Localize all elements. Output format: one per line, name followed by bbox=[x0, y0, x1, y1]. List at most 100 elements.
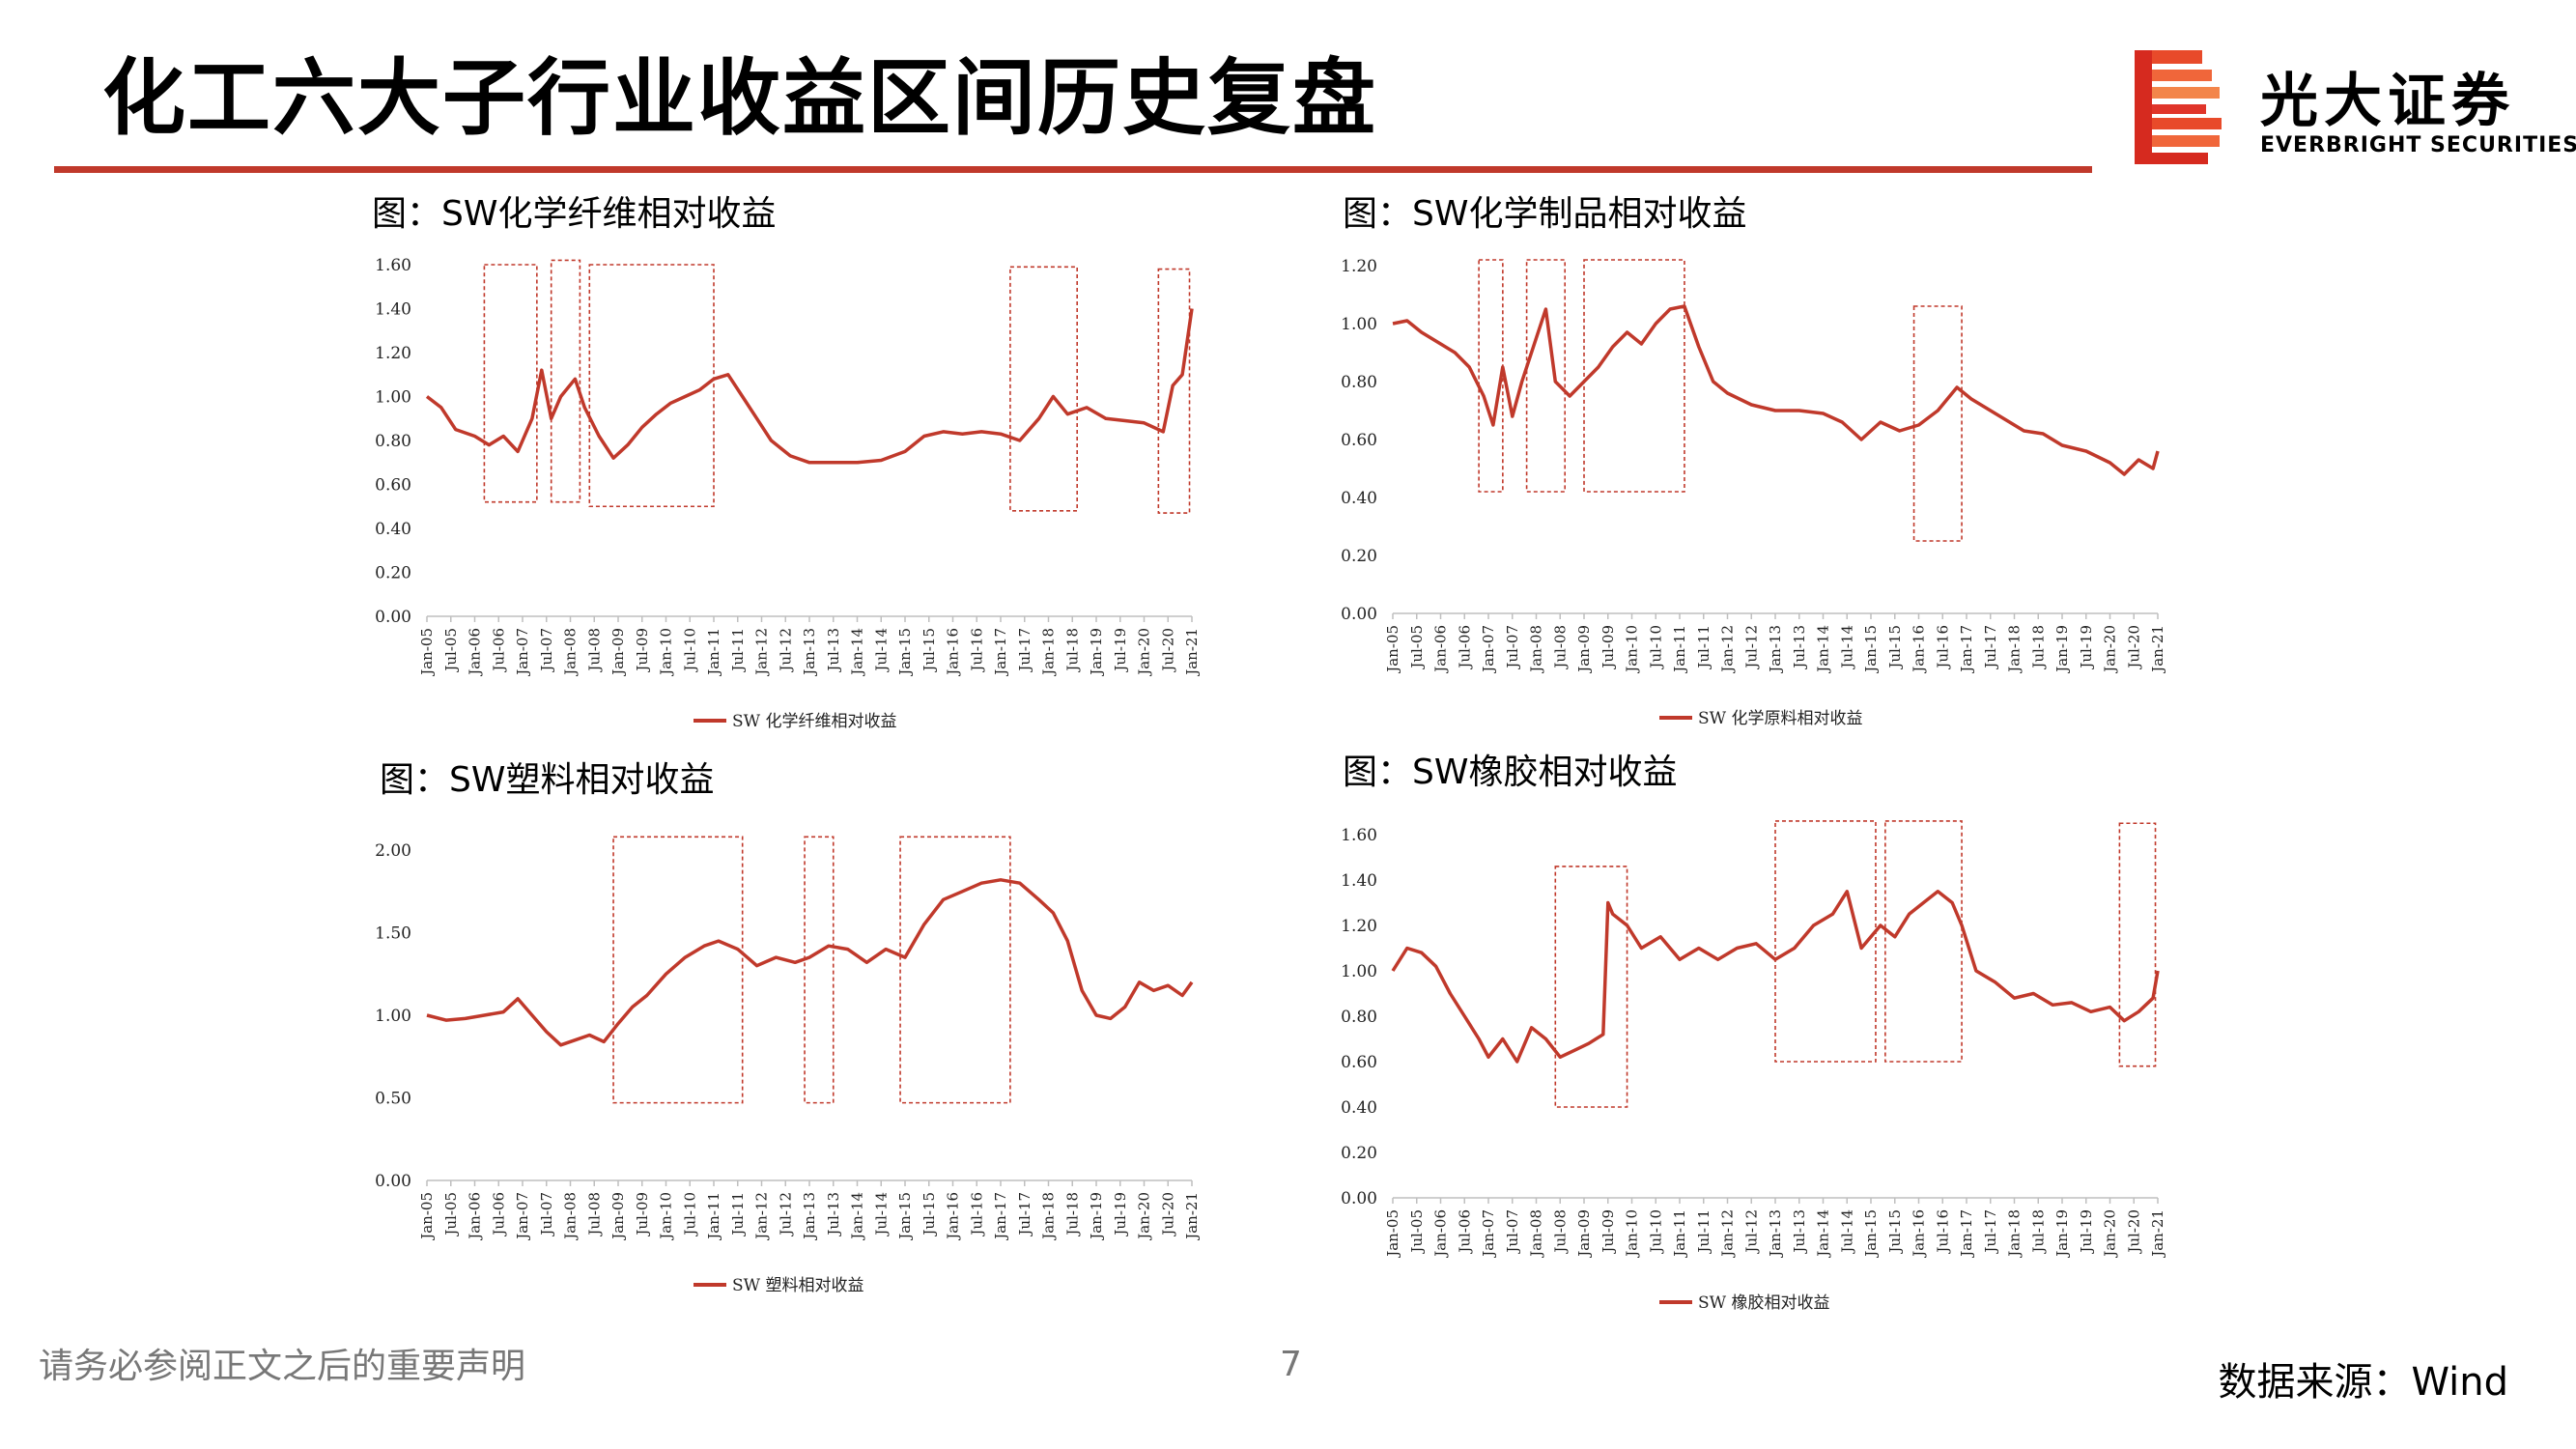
highlight-box bbox=[899, 836, 1011, 1104]
legend-label: SW 塑料相对收益 bbox=[732, 1276, 864, 1295]
x-tick-label: Jan-09 bbox=[609, 1192, 627, 1241]
x-tick-label: Jan-18 bbox=[1040, 1192, 1058, 1241]
x-tick-label: Jan-17 bbox=[1958, 625, 1975, 674]
x-tick-label: Jan-11 bbox=[1671, 625, 1688, 674]
y-tick-label: 0.40 bbox=[1341, 1098, 1377, 1118]
x-tick-label: Jul-11 bbox=[1695, 1209, 1713, 1255]
series-line bbox=[426, 878, 1194, 1047]
x-tick-label: Jul-17 bbox=[1016, 1192, 1033, 1237]
x-tick-label: Jul-12 bbox=[1742, 625, 1760, 670]
x-tick-label: Jan-09 bbox=[609, 628, 627, 677]
x-tick-label: Jan-20 bbox=[2102, 625, 2119, 674]
x-tick-label: Jan-11 bbox=[1671, 1209, 1688, 1259]
x-tick-label: Jul-15 bbox=[1886, 1209, 1904, 1255]
brand-name-en: EVERBRIGHT SECURITIES bbox=[2260, 133, 2576, 157]
x-tick-label: Jul-13 bbox=[1791, 1209, 1808, 1255]
x-tick-label: Jan-05 bbox=[1384, 1209, 1401, 1259]
x-tick-label: Jul-17 bbox=[1982, 1209, 1999, 1255]
x-tick-label: Jul-14 bbox=[1838, 625, 1855, 670]
x-tick-label: Jan-10 bbox=[1624, 625, 1641, 674]
x-tick-label: Jul-06 bbox=[1456, 1209, 1473, 1255]
x-tick-label: Jan-06 bbox=[467, 1192, 484, 1241]
x-tick-label: Jan-05 bbox=[418, 1192, 436, 1241]
x-tick-label: Jan-16 bbox=[1911, 1209, 1928, 1259]
highlight-box bbox=[1157, 268, 1191, 514]
x-tick-label: Jan-13 bbox=[801, 1192, 818, 1241]
x-tick-label: Jul-18 bbox=[2029, 1209, 2047, 1255]
x-tick-label: Jan-17 bbox=[992, 628, 1009, 677]
x-tick-label: Jul-17 bbox=[1016, 628, 1033, 673]
y-tick-label: 0.40 bbox=[375, 520, 411, 539]
y-tick-label: 0.60 bbox=[1341, 1053, 1377, 1072]
x-tick-label: Jul-07 bbox=[1504, 1209, 1521, 1255]
y-tick-label: 1.40 bbox=[375, 300, 411, 320]
x-tick-label: Jan-08 bbox=[562, 1192, 580, 1241]
x-tick-label: Jul-05 bbox=[442, 628, 460, 673]
everbright-logo-icon bbox=[2135, 50, 2222, 164]
x-tick-label: Jul-19 bbox=[1112, 628, 1129, 673]
highlight-box bbox=[1009, 266, 1079, 512]
chart-chemical-products: 0.00 0.20 0.40 0.60 0.80 1.00 1.20 Jan-05 Jul-05… bbox=[1341, 257, 2166, 728]
title-underline bbox=[54, 166, 2092, 173]
x-tick-label: Jul-14 bbox=[1838, 1209, 1855, 1255]
x-tick-label: Jul-07 bbox=[1504, 625, 1521, 670]
x-tick-label: Jul-14 bbox=[872, 628, 890, 673]
highlight-box bbox=[550, 259, 581, 503]
x-tick-label: Jul-18 bbox=[1063, 628, 1081, 673]
brand-logo: 光大证券 EVERBRIGHT SECURITIES bbox=[2135, 50, 2576, 166]
y-tick-label: 1.00 bbox=[1341, 962, 1377, 981]
x-tick-label: Jan-21 bbox=[2149, 1209, 2166, 1259]
x-tick-label: Jan-12 bbox=[753, 628, 771, 677]
y-tick-label: 1.20 bbox=[1341, 257, 1377, 276]
x-tick-label: Jan-13 bbox=[1767, 1209, 1784, 1259]
highlight-box bbox=[1478, 259, 1504, 493]
x-tick-label: Jul-20 bbox=[1159, 1192, 1176, 1237]
x-tick-label: Jul-11 bbox=[729, 1192, 747, 1237]
x-tick-label: Jul-19 bbox=[2078, 625, 2095, 670]
y-tick-label: 0.80 bbox=[1341, 1008, 1377, 1027]
x-tick-label: Jan-18 bbox=[2006, 625, 2024, 674]
highlight-box bbox=[1774, 820, 1877, 1063]
x-tick-label: Jan-10 bbox=[658, 1192, 675, 1241]
highlight-box bbox=[1884, 820, 1963, 1063]
x-tick-label: Jul-09 bbox=[634, 628, 651, 673]
x-tick-label: Jul-05 bbox=[1408, 1209, 1426, 1255]
footer-notice: 请务必参阅正文之后的重要声明 bbox=[39, 1347, 526, 1386]
x-tick-label: Jan-19 bbox=[2053, 1209, 2071, 1259]
x-tick-label: Jul-05 bbox=[1408, 625, 1426, 670]
x-tick-label: Jan-12 bbox=[1719, 1209, 1737, 1259]
series-line bbox=[425, 308, 1194, 465]
y-tick-label: 0.40 bbox=[1341, 489, 1377, 508]
page-number: 7 bbox=[1280, 1345, 1302, 1384]
x-tick-label: Jan-17 bbox=[992, 1192, 1009, 1241]
x-tick-label: Jan-20 bbox=[1136, 1192, 1153, 1241]
x-tick-label: Jan-18 bbox=[2006, 1209, 2024, 1259]
x-tick-label: Jul-07 bbox=[538, 628, 555, 673]
x-tick-label: Jan-16 bbox=[945, 628, 962, 677]
x-tick-label: Jan-10 bbox=[658, 628, 675, 677]
x-tick-label: Jul-11 bbox=[729, 628, 747, 673]
x-tick-label: Jan-15 bbox=[896, 1192, 914, 1241]
x-tick-label: Jul-13 bbox=[825, 628, 842, 673]
x-tick-label: Jan-15 bbox=[896, 628, 914, 677]
x-tick-label: Jul-16 bbox=[1934, 625, 1951, 670]
x-tick-label: Jan-07 bbox=[514, 1192, 531, 1241]
x-tick-label: Jul-18 bbox=[1063, 1192, 1081, 1237]
x-tick-label: Jul-17 bbox=[1982, 625, 1999, 670]
x-tick-label: Jan-21 bbox=[1183, 628, 1201, 677]
x-tick-label: Jan-06 bbox=[1432, 1209, 1450, 1259]
y-tick-label: 1.60 bbox=[1341, 826, 1377, 845]
x-tick-label: Jul-15 bbox=[920, 1192, 938, 1237]
y-tick-label: 1.40 bbox=[1341, 871, 1377, 891]
x-tick-label: Jul-05 bbox=[442, 1192, 460, 1237]
y-tick-label: 1.20 bbox=[1341, 917, 1377, 936]
y-tick-label: 0.20 bbox=[1341, 547, 1377, 566]
x-tick-label: Jan-19 bbox=[1088, 628, 1105, 677]
x-tick-label: Jan-12 bbox=[1719, 625, 1737, 674]
x-tick-label: Jul-10 bbox=[1647, 1209, 1664, 1255]
x-tick-label: Jul-12 bbox=[777, 1192, 794, 1237]
y-tick-label: 1.60 bbox=[375, 256, 411, 275]
y-tick-label: 1.00 bbox=[375, 388, 411, 408]
x-tick-label: Jan-08 bbox=[562, 628, 580, 677]
x-tick-label: Jul-20 bbox=[2125, 1209, 2142, 1255]
